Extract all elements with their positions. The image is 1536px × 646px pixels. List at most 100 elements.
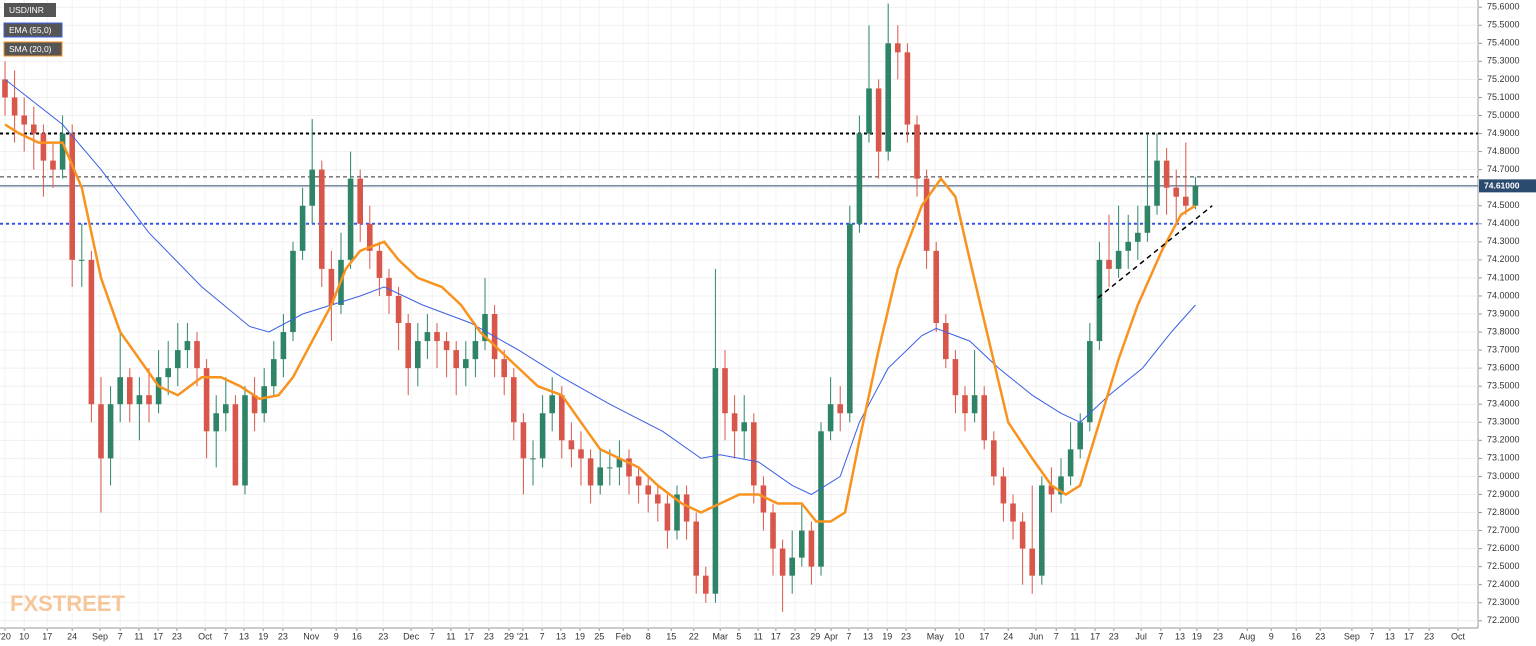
candle-body <box>1115 250 1122 269</box>
y-tick-label: 72.2000 <box>1487 615 1520 625</box>
x-tick-label: May <box>927 631 945 641</box>
y-tick-label: 72.4000 <box>1487 579 1520 589</box>
candle-body <box>203 368 210 432</box>
candle-body <box>78 259 85 261</box>
candle-body <box>1173 187 1180 197</box>
x-tick-label: 15 <box>666 631 676 641</box>
chart-title: USD/INR <box>9 5 44 15</box>
x-tick-label: 13 <box>556 631 566 641</box>
candle-body <box>318 169 325 269</box>
x-tick-label: 23 <box>278 631 288 641</box>
x-tick-label: 17 <box>979 631 989 641</box>
candle-body <box>1135 232 1141 242</box>
candle-body <box>616 458 623 468</box>
legend-box <box>3 22 63 38</box>
x-tick-label: 19 <box>882 631 892 641</box>
y-tick-label: 74.4000 <box>1487 218 1520 228</box>
candle-body <box>904 52 911 125</box>
candle-body <box>808 530 815 567</box>
candle-body <box>885 43 892 152</box>
candle-body <box>347 178 354 260</box>
x-tick-label: 17 <box>153 631 163 641</box>
x-tick-label: 17 <box>464 631 474 641</box>
x-tick-label: 5 <box>736 631 741 641</box>
candle-body <box>914 124 920 179</box>
y-tick-label: 73.6000 <box>1487 363 1520 373</box>
candle-body <box>520 422 527 459</box>
candle-body <box>530 458 536 460</box>
candle-body <box>415 341 421 369</box>
x-tick-label: 29 <box>810 631 820 641</box>
candle-body <box>1029 548 1036 576</box>
x-tick-label: 17 <box>42 631 52 641</box>
candle-body <box>971 395 978 414</box>
candle-body <box>1106 259 1112 269</box>
x-tick-label: 16 <box>352 631 362 641</box>
y-tick-label: 75.3000 <box>1487 56 1520 66</box>
candle-body <box>1144 205 1151 233</box>
candle-body <box>482 314 488 342</box>
x-tick-label: 8 <box>646 631 651 641</box>
candle-body <box>664 503 671 531</box>
x-tick-label: 19 <box>1192 631 1202 641</box>
x-tick-label: '21 <box>517 631 529 641</box>
x-tick-label: 22 <box>689 631 699 641</box>
x-tick-label: 13 <box>1385 631 1395 641</box>
candle-body <box>69 133 75 260</box>
x-tick-label: 23 <box>172 631 182 641</box>
y-tick-label: 72.3000 <box>1487 597 1520 607</box>
x-tick-label: 9 <box>334 631 339 641</box>
candle-body <box>1087 341 1093 423</box>
candle-body <box>943 323 949 360</box>
candle-body <box>98 404 104 459</box>
candle-body <box>683 494 690 522</box>
x-tick-label: 19 <box>575 631 585 641</box>
y-tick-label: 75.6000 <box>1487 2 1520 12</box>
candle-body <box>222 404 229 414</box>
candle-body <box>981 395 988 441</box>
candle-body <box>367 223 373 251</box>
candle-body <box>703 575 709 594</box>
x-tick-label: 11 <box>134 631 143 641</box>
candle-body <box>174 350 181 369</box>
candle-body <box>1067 449 1074 477</box>
candle-body <box>1077 422 1084 450</box>
candle-body <box>242 395 248 486</box>
candle-body <box>443 341 450 351</box>
x-tick-label: 23 <box>901 631 911 641</box>
x-tick-label: 17 <box>1090 631 1100 641</box>
x-tick-label: 24 <box>1003 631 1013 641</box>
candle-body <box>213 413 219 432</box>
candle-body <box>712 368 719 594</box>
candle-body <box>799 530 805 558</box>
candle-body <box>299 205 306 251</box>
candle-body <box>789 557 796 576</box>
candle-body <box>328 268 335 305</box>
candle-body <box>1125 241 1132 251</box>
candle-body <box>117 377 123 405</box>
candle-body <box>549 395 556 414</box>
x-tick-label: 11 <box>753 631 762 641</box>
y-tick-label: 73.3000 <box>1487 417 1520 427</box>
legend-label: EMA (55,0) <box>9 25 52 35</box>
x-tick-label: 23 <box>1315 631 1325 641</box>
y-tick-label: 75.5000 <box>1487 20 1520 30</box>
x-tick-label: Aug <box>1239 631 1255 641</box>
x-tick-label: 19 <box>258 631 268 641</box>
x-tick-label: 29 <box>504 631 514 641</box>
legend-box <box>3 41 63 57</box>
candle-body <box>11 97 18 116</box>
candle-body <box>962 395 968 414</box>
candle-body <box>568 440 575 450</box>
candle-body <box>645 485 652 495</box>
y-tick-label: 72.6000 <box>1487 543 1520 553</box>
title-box <box>4 3 56 17</box>
x-tick-label: 7 <box>1370 631 1375 641</box>
candle-body <box>280 332 287 360</box>
y-tick-label: 74.0000 <box>1487 290 1520 300</box>
candle-body <box>875 88 882 152</box>
x-tick-label: 13 <box>1175 631 1185 641</box>
candle-body <box>741 422 748 432</box>
